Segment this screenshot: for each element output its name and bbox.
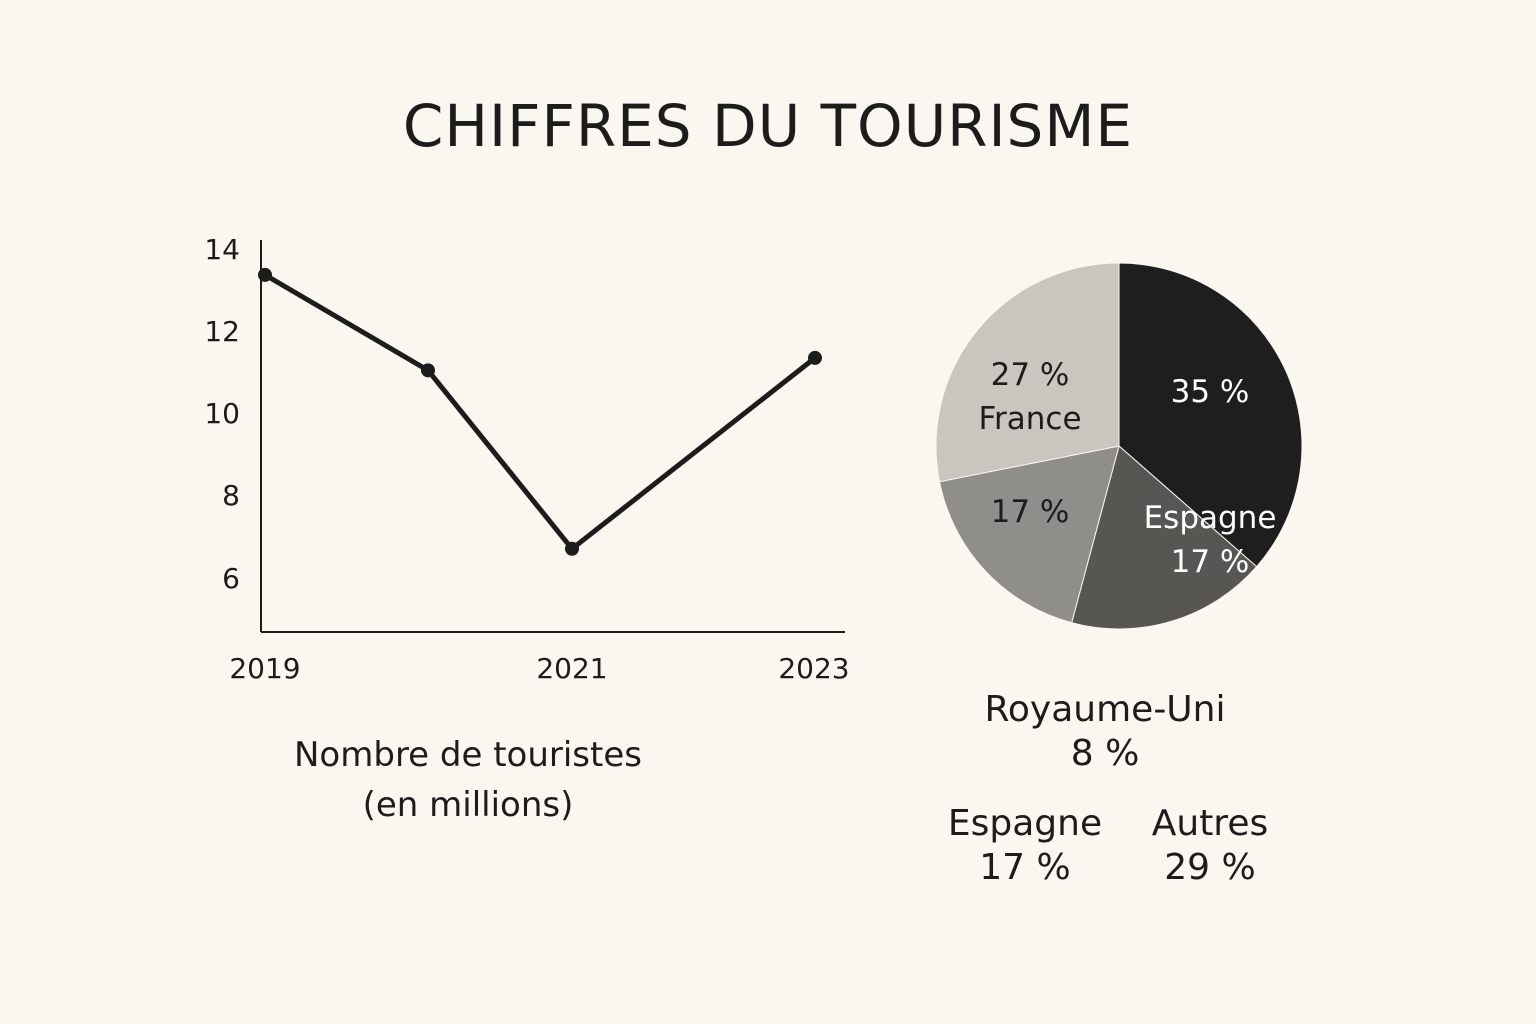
- pie-label: 17 %: [990, 494, 1070, 530]
- legend-entry: Autres 29 %: [1110, 802, 1310, 890]
- pie-label: Espagne 17 %: [1100, 496, 1320, 584]
- y-tick-label: 12: [204, 315, 240, 348]
- pie-label-name: France: [978, 401, 1082, 437]
- legend-name: Espagne: [947, 803, 1103, 844]
- legend-entry: Espagne 17 %: [925, 802, 1125, 890]
- x-tick-label: 2023: [778, 652, 850, 685]
- y-tick-label: 10: [204, 397, 240, 430]
- pie-slice: [1118, 262, 1303, 568]
- data-point: [565, 541, 579, 556]
- pie-label-name: Espagne: [1143, 500, 1277, 536]
- y-tick-label: 14: [204, 233, 240, 266]
- legend-value: 29 %: [1164, 847, 1256, 888]
- legend-entry: Royaume-Uni 8 %: [955, 688, 1255, 776]
- y-tick-label: 6: [222, 562, 240, 595]
- y-tick-label: 8: [222, 479, 240, 512]
- x-tick-label: 2021: [536, 652, 608, 685]
- pie-label: 35 %: [1170, 374, 1250, 410]
- data-point: [421, 363, 435, 378]
- pie-label-value: 17 %: [1170, 544, 1250, 580]
- data-line: [263, 272, 817, 552]
- legend-name: Autres: [1151, 803, 1269, 844]
- caption-line: Nombre de touristes: [294, 735, 642, 775]
- pie-label: 27 % France: [950, 353, 1110, 441]
- pie-slice: [1071, 445, 1258, 630]
- data-point: [808, 350, 822, 365]
- pie-slice: [935, 262, 1120, 483]
- legend-value: 8 %: [1070, 733, 1140, 774]
- legend-value: 17 %: [979, 847, 1071, 888]
- chart-title: CHIFFRES DU TOURISME: [402, 92, 1134, 160]
- legend-name: Royaume-Uni: [984, 689, 1226, 730]
- x-tick-label: 2019: [229, 652, 301, 685]
- pie-label-value: 27 %: [990, 357, 1070, 393]
- data-point: [258, 267, 272, 282]
- caption-line: (en millions): [362, 785, 574, 825]
- line-caption: Nombre de touristes (en millions): [268, 730, 668, 830]
- pie-slice: [938, 445, 1120, 624]
